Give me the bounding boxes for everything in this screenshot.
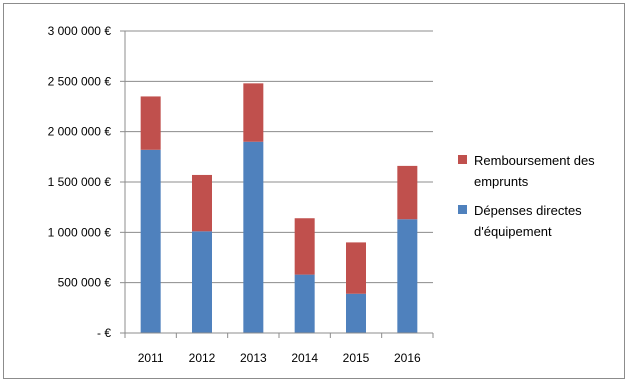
legend-swatch xyxy=(458,205,467,214)
bar-remboursement-2014 xyxy=(294,218,315,275)
x-tick-label: 2012 xyxy=(189,351,216,365)
legend-label: Dépenses directes xyxy=(474,203,582,218)
bar-depenses-2013 xyxy=(243,141,264,333)
bar-depenses-2015 xyxy=(346,293,366,333)
bar-depenses-2016 xyxy=(397,219,418,333)
bar-remboursement-2016 xyxy=(397,165,418,220)
x-axis-tick-labels: 2011 2012 2013 2014 2015 2016 xyxy=(138,351,421,365)
legend-swatch xyxy=(458,155,467,164)
y-tick-label: 3 000 000 € xyxy=(48,24,112,38)
legend: Remboursement des emprunts Dépenses direct… xyxy=(458,153,595,239)
y-tick-label: 2 500 000 € xyxy=(48,74,112,88)
y-tick-label: 1 000 000 € xyxy=(48,225,112,239)
bars xyxy=(140,83,418,333)
legend-label: d'équipement xyxy=(474,224,552,239)
x-tick-label: 2013 xyxy=(240,351,267,365)
legend-label: Remboursement des xyxy=(474,153,595,168)
bar-depenses-2011 xyxy=(140,149,161,333)
gridlines xyxy=(125,30,433,284)
legend-label: emprunts xyxy=(474,174,529,189)
y-tick-label: 1 500 000 € xyxy=(48,175,112,189)
bar-remboursement-2013 xyxy=(243,83,264,142)
y-tick-label: 500 000 € xyxy=(58,276,112,290)
bar-depenses-2014 xyxy=(294,274,315,333)
x-tick-label: 2014 xyxy=(291,351,318,365)
axes xyxy=(120,30,434,338)
x-tick-label: 2011 xyxy=(138,351,164,365)
x-tick-label: 2015 xyxy=(343,351,370,365)
y-tick-label: 2 000 000 € xyxy=(48,125,112,139)
bar-remboursement-2012 xyxy=(192,174,212,232)
bar-remboursement-2015 xyxy=(346,242,366,294)
x-tick-label: 2016 xyxy=(394,351,421,365)
bar-remboursement-2011 xyxy=(140,96,161,150)
bar-depenses-2012 xyxy=(192,231,212,333)
y-tick-label: - € xyxy=(97,326,111,340)
y-axis-tick-labels: - € 500 000 € 1 000 000 € 1 500 000 € 2 000 … xyxy=(48,24,112,340)
